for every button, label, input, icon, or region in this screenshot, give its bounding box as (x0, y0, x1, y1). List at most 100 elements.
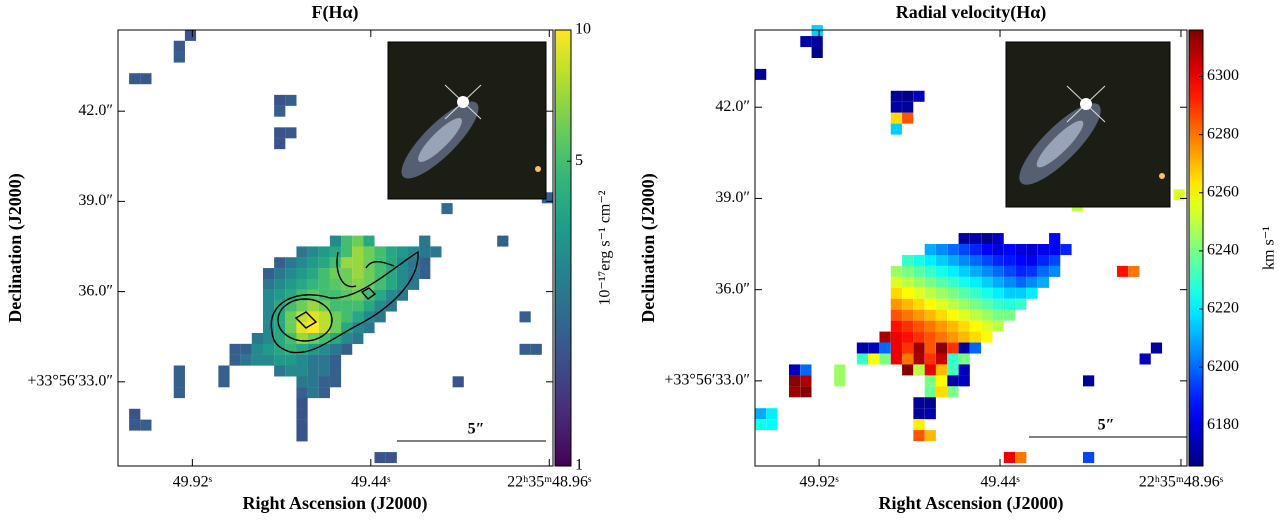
map-pixel (285, 300, 297, 312)
map-pixel (140, 419, 152, 431)
map-pixel (530, 343, 542, 355)
map-pixel (374, 246, 386, 258)
map-pixel (341, 235, 353, 247)
map-pixel (958, 276, 970, 288)
colorbar-tick-label: 6300 (1207, 67, 1239, 84)
map-pixel (947, 276, 959, 288)
map-pixel (274, 278, 286, 290)
map-pixel (755, 419, 767, 431)
map-pixel (519, 311, 531, 323)
plot-frame (117, 29, 554, 467)
x-tick-label: 22ʰ35ᵐ48.96ˢ (1139, 474, 1224, 491)
map-pixel (1015, 265, 1027, 277)
map-pixel (935, 298, 948, 310)
map-pixel (285, 289, 297, 301)
map-pixel (981, 309, 993, 321)
map-pixel (935, 254, 948, 266)
map-pixel (1003, 244, 1016, 256)
map-pixel (969, 309, 982, 321)
map-pixel (430, 246, 442, 258)
map-pixel (296, 365, 308, 377)
map-pixel (240, 354, 252, 366)
inset-image (387, 41, 547, 200)
map-pixel (374, 278, 386, 290)
map-pixel (285, 365, 297, 377)
map-pixel (307, 322, 319, 334)
map-pixel (902, 342, 914, 354)
map-pixel (296, 311, 308, 323)
map-pixel (296, 354, 308, 366)
map-pixel (173, 51, 185, 63)
map-pixel (902, 298, 914, 310)
map-pixel (947, 254, 959, 266)
map-pixel (419, 246, 431, 258)
star (1080, 98, 1092, 110)
map-pixel (924, 386, 936, 398)
map-pixel (935, 320, 948, 332)
map-pixel (935, 386, 948, 398)
map-pixel (341, 333, 353, 345)
x-axis-label: Right Ascension (J2000) (878, 493, 1063, 514)
map-pixel (184, 29, 197, 41)
map-pixel (890, 101, 902, 113)
map-pixel (296, 246, 308, 258)
map-pixel (341, 311, 353, 323)
star (535, 166, 541, 172)
map-pixel (296, 300, 308, 312)
map-pixel (800, 364, 812, 376)
map-pixel (262, 343, 275, 355)
map-pixel (363, 257, 375, 269)
contours (270, 250, 419, 354)
x-tick-label: 49.44ˢ (980, 474, 1020, 491)
map-pixel (958, 298, 970, 310)
map-pixel (307, 376, 319, 388)
map-pixel (924, 320, 936, 332)
map-pixel (296, 257, 308, 269)
contour (294, 311, 318, 329)
map-pixel (913, 254, 925, 266)
map-pixel (788, 364, 801, 376)
map-pixel (285, 268, 297, 280)
map-pixel (913, 298, 925, 310)
map-pixel (902, 112, 914, 124)
map-pixel (958, 331, 970, 343)
y-tick-label: 39.0″ (715, 189, 750, 206)
map-pixel (981, 320, 993, 332)
map-pixel (274, 333, 286, 345)
map-pixel (296, 322, 308, 334)
map-pixel (396, 246, 409, 258)
map-pixel (274, 268, 286, 280)
map-pixel (307, 354, 319, 366)
map-pixel (307, 278, 319, 290)
map-pixel (385, 300, 397, 312)
map-pixel (363, 268, 375, 280)
map-pixel (924, 430, 936, 442)
map-pixel (396, 268, 409, 280)
map-pixel (856, 353, 869, 365)
map-pixel (497, 235, 509, 247)
contour (270, 250, 419, 354)
map-pixel (981, 233, 993, 245)
map-pixel (947, 375, 959, 387)
map-pixel (285, 94, 297, 106)
x-axis-label: Right Ascension (J2000) (242, 493, 427, 514)
map-pixel (419, 257, 431, 269)
galaxy-core (1036, 120, 1084, 168)
map-pixel (363, 235, 375, 247)
map-pixel (902, 353, 914, 365)
map-pixel (374, 311, 386, 323)
map-pixel (1015, 254, 1027, 266)
map-pixel (981, 298, 993, 310)
map-pixel (329, 278, 342, 290)
map-pixel (385, 278, 397, 290)
map-pixel (296, 408, 308, 420)
map-pixel (913, 430, 925, 442)
contour (360, 287, 377, 300)
map-pixel (173, 365, 185, 377)
colorbar-tick-label: 1 (575, 457, 583, 474)
map-pixel (992, 244, 1004, 256)
map-pixel (1015, 244, 1027, 256)
galaxy-core (418, 118, 462, 162)
map-pixel (341, 257, 353, 269)
